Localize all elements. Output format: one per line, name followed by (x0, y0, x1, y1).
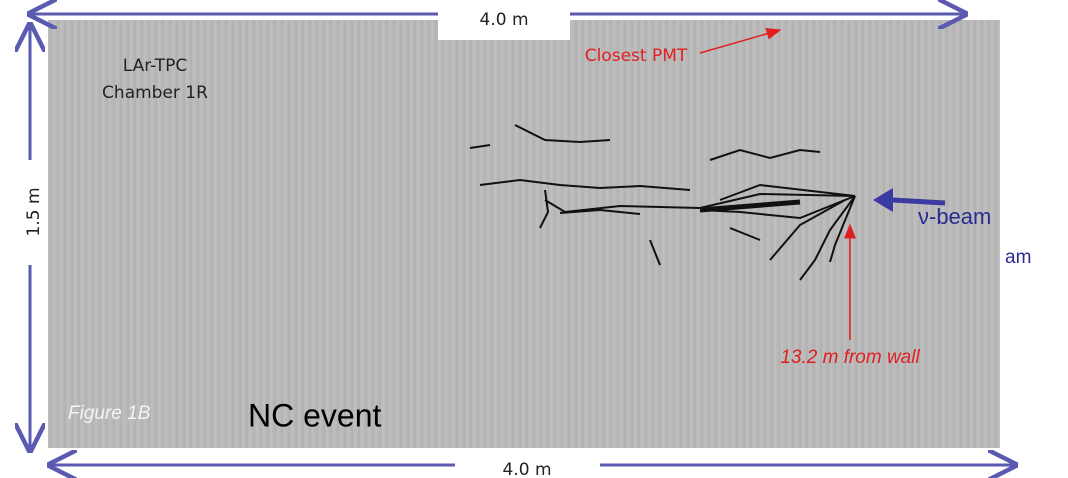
bottom-dimension: 4.0 m (503, 460, 552, 478)
figure-label: Figure 1B (68, 403, 151, 424)
beam-fragment: am (1005, 247, 1031, 268)
pmt-label: Closest PMT (585, 46, 688, 66)
event-label: NC event (248, 397, 382, 433)
detector-image (48, 20, 1000, 448)
dimension-arrows (30, 14, 1015, 465)
height-dimension: 1.5 m (24, 188, 44, 237)
beam-arrowhead (873, 188, 893, 212)
label-box (438, 0, 570, 40)
distance-label: 13.2 m from wall (780, 347, 920, 368)
shower-core (699, 199, 801, 213)
top-dimension: 4.0 m (480, 10, 529, 30)
chamber-line: LAr-TPC (123, 56, 187, 76)
pmt-arrow (699, 27, 782, 54)
particle-tracks (469, 124, 856, 281)
beam-label: ν-beam (918, 204, 991, 229)
beam-arrow (892, 197, 946, 206)
chamber-line: Chamber 1R (102, 83, 208, 103)
